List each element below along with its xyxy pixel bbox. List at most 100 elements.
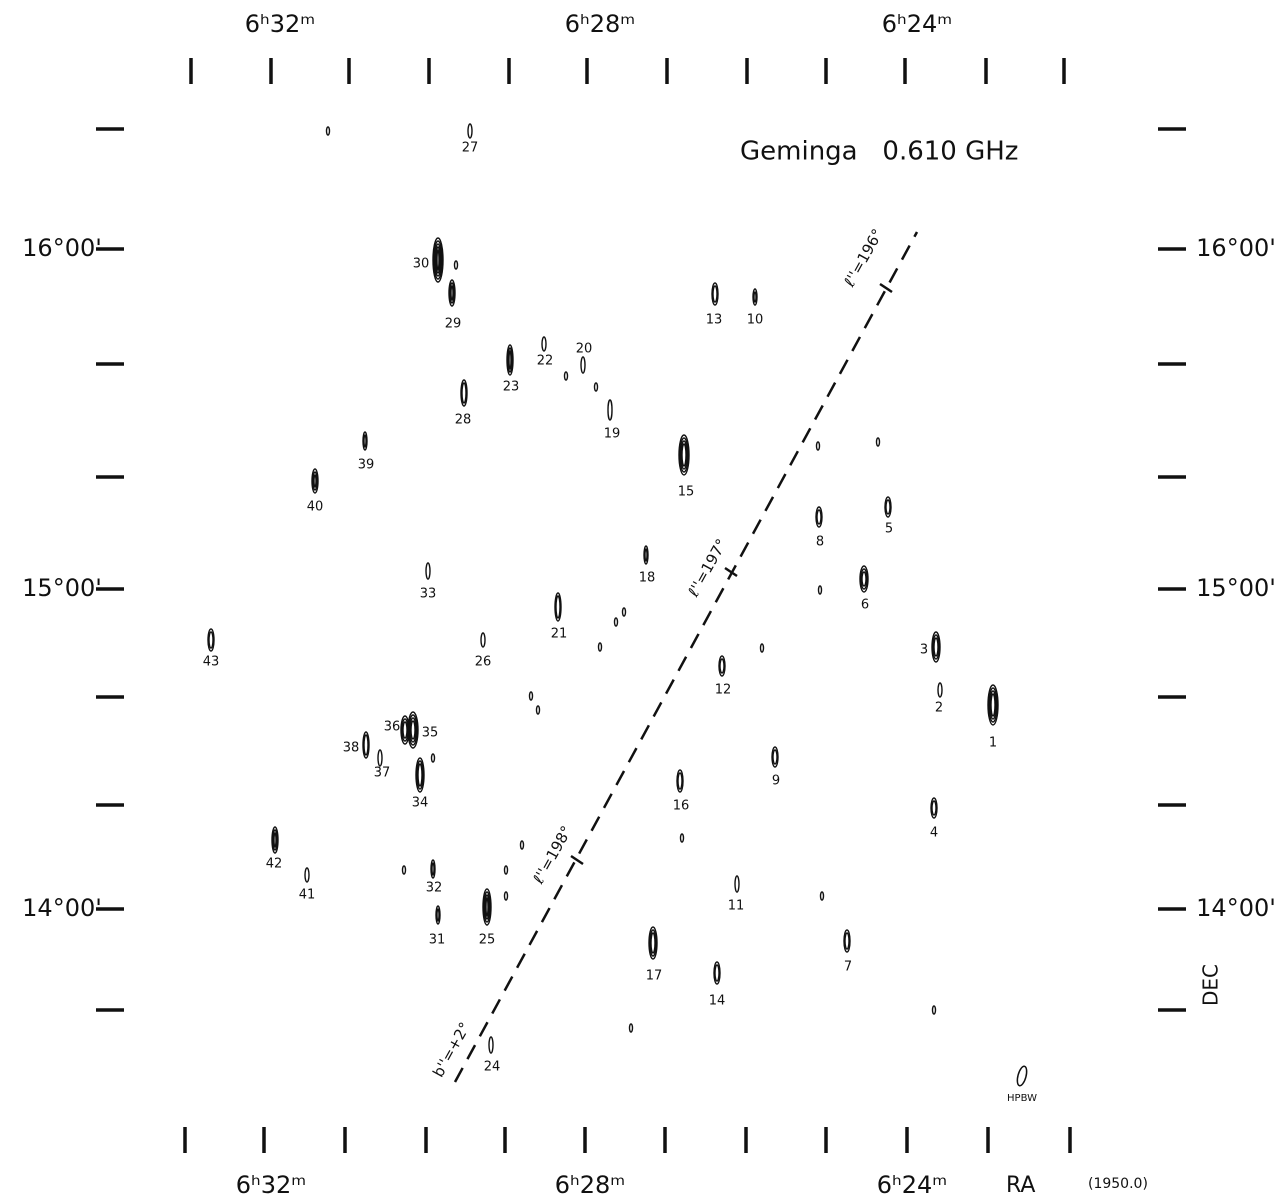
- source-contour: [437, 909, 439, 921]
- source-contour: [773, 750, 777, 764]
- source-contour: [451, 286, 453, 300]
- source-contour: [886, 500, 890, 514]
- source-label: 6: [861, 598, 869, 613]
- source-contour: [418, 764, 422, 786]
- source-label: 3: [920, 643, 928, 658]
- source-contour: [509, 351, 511, 369]
- minor-contour: [505, 892, 508, 900]
- source-contour: [542, 337, 546, 351]
- source-label: 41: [299, 888, 316, 903]
- minor-contour: [565, 372, 568, 380]
- source-label: 11: [728, 899, 745, 914]
- galactic-label: ℓ''=198°: [529, 823, 576, 888]
- ra-label: 6ʰ24ᵐ: [877, 1171, 947, 1198]
- ra-label: 6ʰ28ᵐ: [555, 1171, 625, 1198]
- minor-contour: [537, 706, 540, 714]
- minor-contour: [432, 754, 435, 762]
- source-label: 7: [844, 960, 852, 975]
- source-label: 1: [989, 736, 997, 751]
- minor-contour: [615, 618, 618, 626]
- source-label: 4: [930, 826, 938, 841]
- source-label: 23: [503, 380, 520, 395]
- source-contour: [735, 876, 739, 892]
- galactic-label: ℓ''=197°: [684, 536, 731, 601]
- source-contour: [437, 250, 439, 270]
- source-label: 18: [639, 571, 656, 586]
- source-label: 13: [706, 313, 723, 328]
- source-label: 16: [673, 799, 690, 814]
- minor-contour: [327, 127, 330, 135]
- source-label: 8: [816, 535, 824, 550]
- source-label: 5: [885, 522, 893, 537]
- minor-contour: [819, 586, 822, 594]
- galactic-tick: [880, 284, 892, 292]
- source-contour: [713, 286, 717, 302]
- galactic-label: ℓ''=196°: [840, 226, 887, 291]
- source-contour: [715, 965, 719, 981]
- source-label: 19: [604, 427, 621, 442]
- ra-label: 6ʰ28ᵐ: [565, 10, 635, 38]
- source-label: 37: [374, 766, 391, 781]
- ra-axis-label: RA: [1006, 1173, 1035, 1198]
- source-label: 21: [551, 627, 568, 642]
- minor-contour: [933, 1006, 936, 1014]
- ra-label: 6ʰ24ᵐ: [882, 10, 952, 38]
- source-label: 10: [747, 313, 764, 328]
- epoch-label: (1950.0): [1088, 1176, 1148, 1192]
- dec-label: 16°00': [1196, 234, 1276, 262]
- galactic-longitude-line: [455, 232, 917, 1082]
- source-label: 38: [343, 741, 360, 756]
- minor-contour: [623, 608, 626, 616]
- source-contour: [403, 722, 407, 738]
- source-label: 43: [203, 655, 220, 670]
- source-contour: [720, 659, 724, 673]
- source-contour: [364, 435, 366, 447]
- source-contour: [932, 801, 936, 815]
- map-title: Geminga 0.610 GHz: [740, 137, 1018, 167]
- source-contour: [411, 721, 415, 739]
- source-contour: [305, 868, 309, 882]
- minor-contour: [455, 261, 458, 269]
- source-contour: [209, 632, 213, 648]
- dec-label: 15°00': [1196, 574, 1276, 602]
- dec-label: 14°00': [1196, 894, 1276, 922]
- minor-contour: [599, 643, 602, 651]
- source-contour: [581, 357, 585, 373]
- source-contour: [481, 633, 485, 647]
- source-contour: [486, 898, 488, 916]
- dec-label: 14°00': [22, 894, 102, 922]
- source-contour: [364, 735, 368, 755]
- source-label: 35: [422, 726, 439, 741]
- minor-contour: [595, 383, 598, 391]
- minor-contour: [761, 644, 764, 652]
- source-contour: [556, 596, 560, 618]
- source-contour: [934, 638, 938, 656]
- minor-contour: [630, 1024, 633, 1032]
- source-contour: [991, 694, 995, 716]
- source-label: 39: [358, 458, 375, 473]
- ra-label: 6ʰ32ᵐ: [236, 1171, 306, 1198]
- source-label: 15: [678, 485, 695, 500]
- source-label: 20: [576, 342, 593, 357]
- dec-label: 15°00': [22, 574, 102, 602]
- source-contour: [314, 475, 316, 487]
- minor-contour: [403, 866, 406, 874]
- source-label: 9: [772, 774, 780, 789]
- source-label: 2: [935, 701, 943, 716]
- ra-label: 6ʰ32ᵐ: [245, 10, 315, 38]
- source-label: 28: [455, 413, 472, 428]
- source-label: 26: [475, 655, 492, 670]
- minor-contour: [521, 841, 524, 849]
- radio-map: Geminga 0.610 GHz RA (1950.0) DEC HPBW 6…: [0, 0, 1281, 1198]
- source-contour: [645, 549, 647, 561]
- source-label: 25: [479, 933, 496, 948]
- source-contour: [468, 124, 472, 138]
- source-contour: [817, 510, 821, 524]
- source-label: 30: [413, 257, 430, 272]
- minor-contour: [821, 892, 824, 900]
- source-label: 31: [429, 933, 446, 948]
- source-contour: [462, 383, 466, 403]
- source-label: 34: [412, 796, 429, 811]
- source-contour: [432, 863, 434, 875]
- source-label: 33: [420, 587, 437, 602]
